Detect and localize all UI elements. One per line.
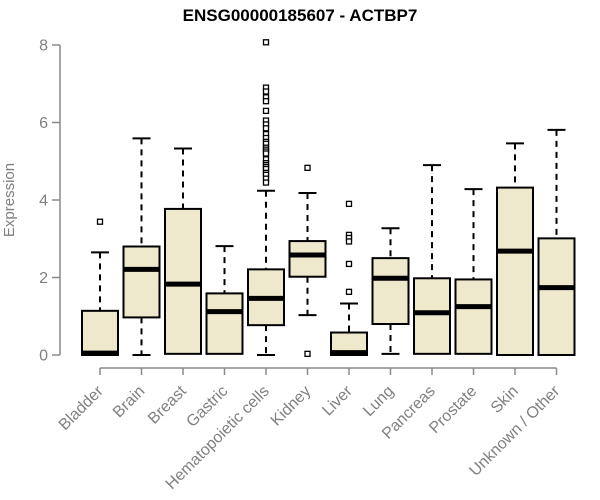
box-rect — [454, 278, 493, 355]
boxplot-group-unknown-other — [537, 128, 576, 356]
box-rect — [288, 240, 327, 278]
outlier-point — [304, 350, 311, 357]
box-rect — [81, 309, 119, 357]
boxplot-group-bladder — [81, 218, 119, 357]
outlier-point — [345, 288, 353, 295]
outlier-point — [345, 238, 353, 245]
box-rect — [164, 207, 202, 355]
boxplot-group-breast — [164, 147, 202, 355]
outlier-point — [345, 200, 353, 208]
boxplot-group-kidney — [288, 164, 327, 357]
y-tick-label: 0 — [39, 348, 48, 365]
boxplot-group-lung — [371, 227, 410, 355]
outlier-point — [262, 98, 270, 105]
boxplot-group-brain — [122, 137, 161, 356]
y-tick-label: 8 — [39, 38, 48, 55]
box-rect — [537, 237, 576, 356]
outlier-point — [262, 125, 270, 132]
boxplot-group-skin — [496, 142, 534, 356]
x-tick-label: Skin — [488, 383, 522, 417]
outlier-point — [262, 39, 270, 46]
outlier-point — [96, 218, 104, 225]
outlier-point — [304, 164, 311, 171]
outlier-point — [262, 150, 270, 157]
x-tick-label: Brain — [110, 383, 148, 421]
box-rect — [496, 186, 534, 356]
outlier-point — [262, 107, 270, 115]
x-tick-label: Breast — [145, 382, 190, 427]
x-tick-label: Kidney — [268, 383, 315, 430]
box-rect — [122, 245, 161, 319]
x-tick-label: Bladder — [56, 382, 107, 433]
box-rect — [205, 292, 244, 355]
box-rect — [413, 277, 451, 355]
box-rect — [371, 257, 410, 325]
y-tick-label: 6 — [39, 115, 48, 132]
boxplot-group-liver — [330, 200, 368, 356]
y-axis-title: Expression — [1, 163, 18, 237]
outlier-point — [345, 260, 353, 268]
outlier-point — [262, 179, 270, 186]
boxplot-group-gastric — [205, 245, 244, 355]
boxplot-group-pancreas — [413, 164, 451, 355]
chart-title: ENSG00000185607 - ACTBP7 — [183, 6, 418, 25]
x-tick-label: Lung — [360, 383, 397, 420]
x-tick-label: Liver — [319, 382, 356, 419]
y-tick-label: 2 — [39, 270, 48, 287]
boxplot-group-hematopoietic-cells — [247, 39, 285, 356]
y-tick-label: 4 — [39, 193, 48, 210]
outlier-point — [262, 88, 270, 95]
boxplot-group-prostate — [454, 188, 493, 355]
